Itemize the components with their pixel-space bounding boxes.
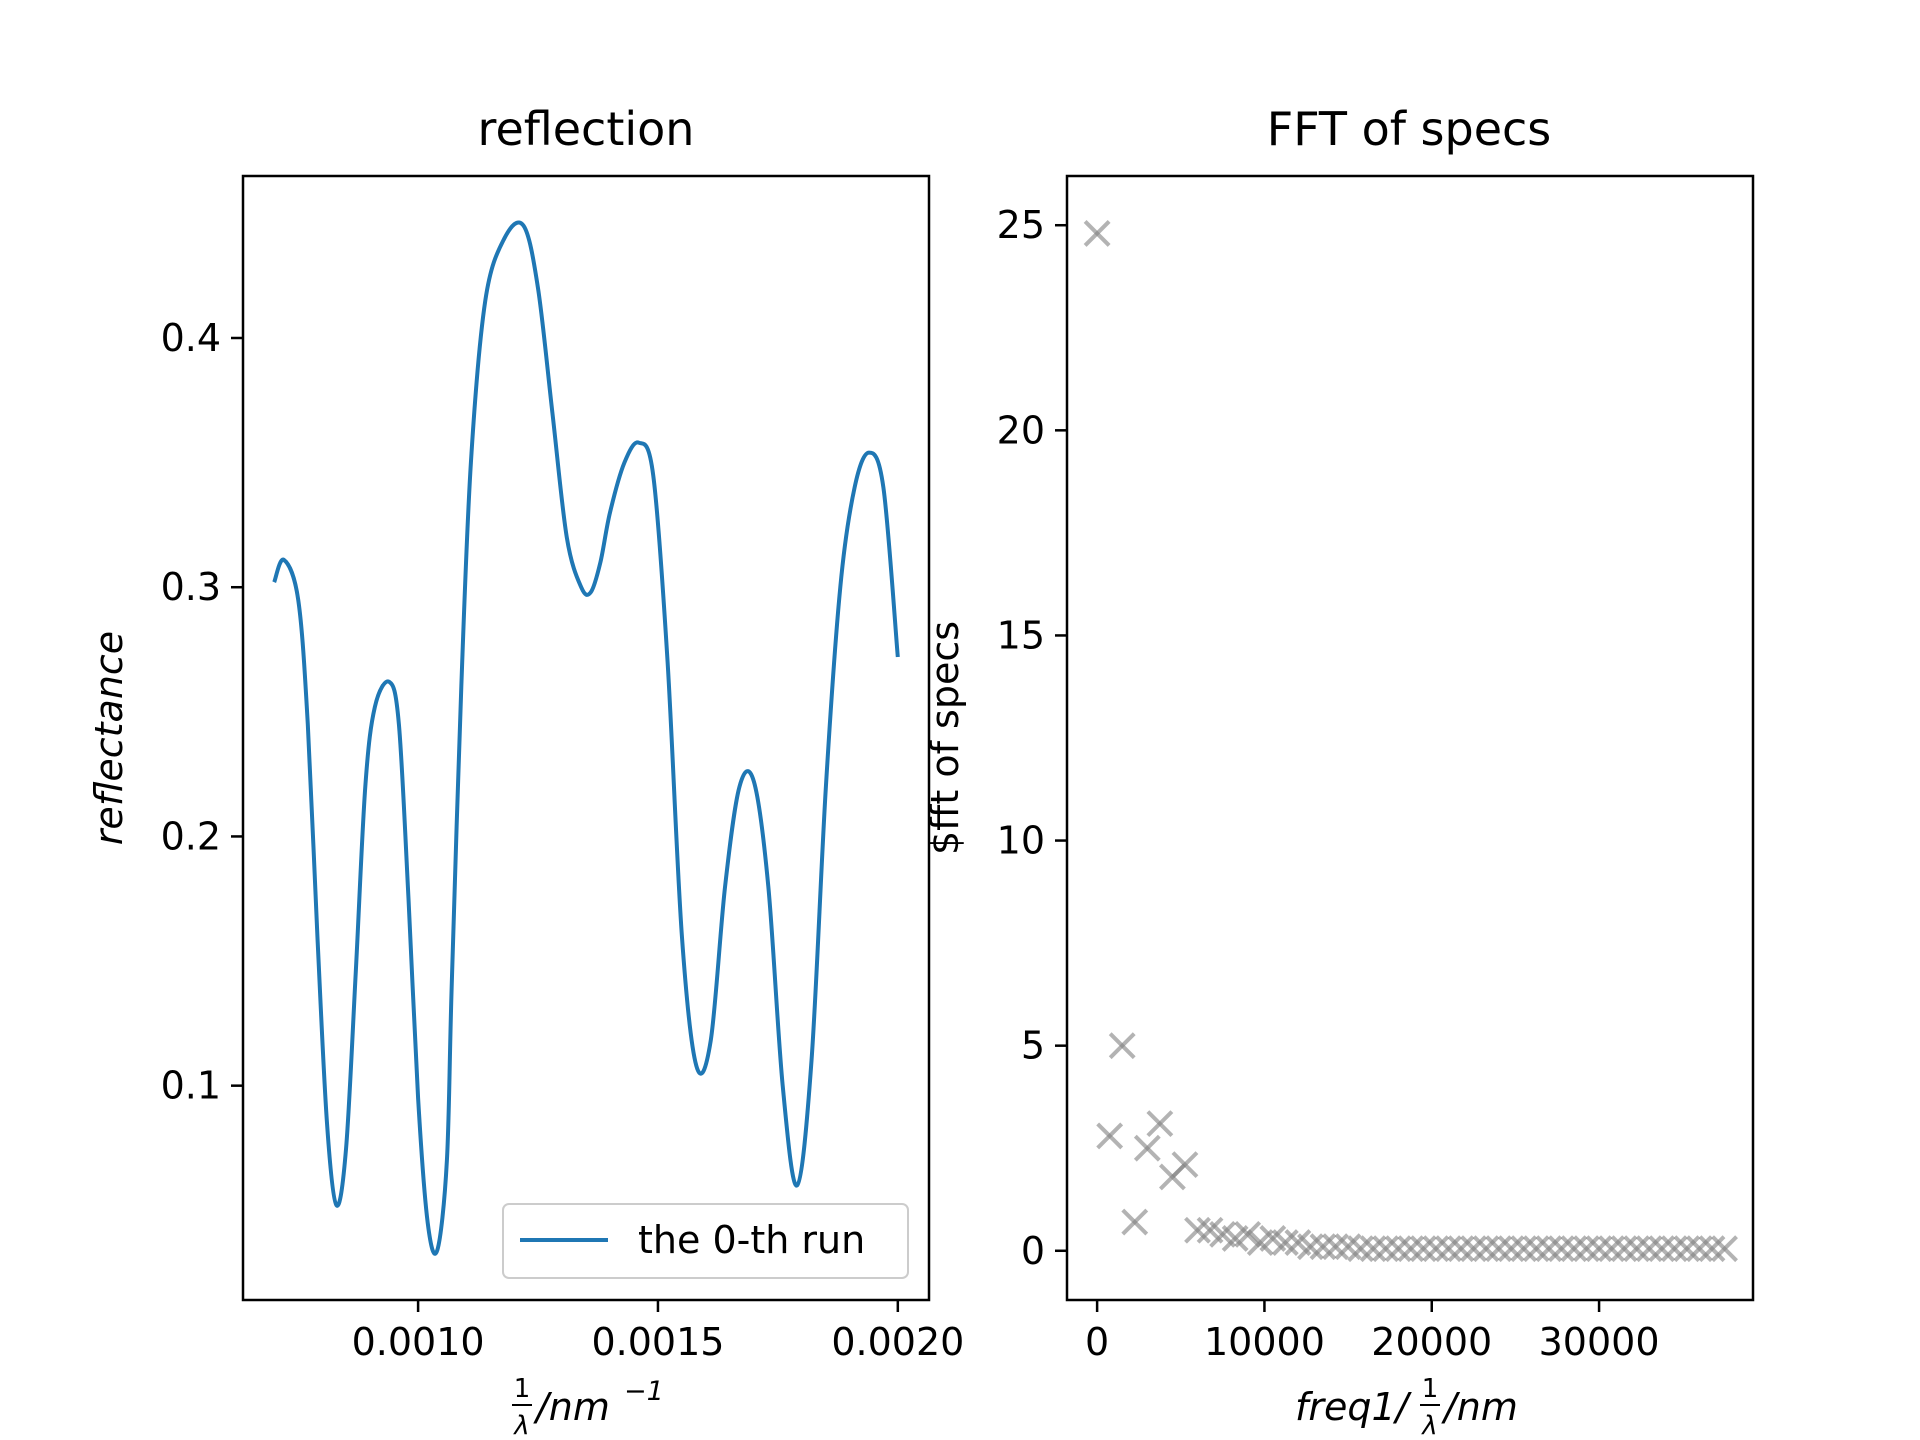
reflection-ytick-label: 0.1 bbox=[161, 1064, 221, 1108]
fft-point bbox=[1472, 1235, 1500, 1263]
fft-point bbox=[1673, 1235, 1701, 1263]
fft-point bbox=[1560, 1235, 1588, 1263]
fft-point bbox=[1522, 1235, 1550, 1263]
reflection-axes-frame bbox=[241, 174, 931, 1302]
fft-xlabel: freq1/ 1 λ /nm bbox=[1295, 1374, 1518, 1440]
reflection-xlabel-sup: −1 bbox=[624, 1376, 664, 1407]
reflection-legend: the 0-th run bbox=[502, 1203, 909, 1279]
fft-point bbox=[1372, 1235, 1400, 1263]
fft-point bbox=[1648, 1235, 1676, 1263]
reflection-subplot: reflection 0.0010 0.0015 0.00200.10.20.30.… bbox=[87, 102, 964, 1440]
fft-ytick-label: 10 bbox=[997, 819, 1045, 863]
fft-xlabel-unit: /nm bbox=[1441, 1385, 1518, 1429]
fft-point bbox=[1271, 1229, 1299, 1256]
fft-point bbox=[1447, 1235, 1475, 1263]
fft-point bbox=[1485, 1235, 1513, 1263]
reflection-title: reflection bbox=[478, 102, 695, 156]
reflection-ylabel: reflectance bbox=[87, 631, 131, 845]
fft-point bbox=[1184, 1216, 1211, 1244]
fft-point bbox=[1598, 1235, 1626, 1263]
legend-frame bbox=[502, 1203, 909, 1279]
reflection-xtick-label: 0.0010 bbox=[352, 1320, 485, 1364]
fft-point bbox=[1435, 1235, 1462, 1263]
fft-plot-area bbox=[1083, 220, 1738, 1263]
fft-point bbox=[1384, 1235, 1412, 1263]
fft-point bbox=[1635, 1235, 1663, 1263]
fft-point bbox=[1422, 1235, 1450, 1263]
fft-point bbox=[1660, 1235, 1688, 1263]
fft-xlabel-den: λ bbox=[1420, 1411, 1437, 1440]
reflection-xlabel-unit: /nm bbox=[533, 1385, 610, 1429]
fft-point bbox=[1409, 1235, 1437, 1263]
reflection-plot-area bbox=[272, 220, 900, 1256]
fft-point bbox=[1535, 1235, 1563, 1263]
reflection-xtick-label: 0.0020 bbox=[831, 1320, 964, 1364]
fft-xtick-label: 20000 bbox=[1371, 1320, 1492, 1364]
fft-ytick-label: 5 bbox=[1021, 1024, 1045, 1068]
fft-point bbox=[1083, 220, 1111, 247]
fft-axes-frame bbox=[1065, 174, 1755, 1302]
fft-point bbox=[1397, 1235, 1425, 1263]
reflection-xlabel-num: 1 bbox=[514, 1374, 531, 1404]
fft-point bbox=[1548, 1235, 1575, 1263]
fft-point bbox=[1146, 1110, 1174, 1138]
fft-ytick-label: 15 bbox=[997, 613, 1045, 657]
fft-ylabel: $fft of specs bbox=[923, 621, 967, 855]
fft-point bbox=[1573, 1235, 1600, 1263]
fft-point bbox=[1359, 1235, 1387, 1263]
fft-xlabel-num: 1 bbox=[1422, 1374, 1439, 1404]
fft-point bbox=[1610, 1235, 1638, 1263]
fft-point bbox=[1497, 1235, 1525, 1263]
fft-title: FFT of specs bbox=[1267, 102, 1552, 156]
fft-point bbox=[1234, 1220, 1262, 1248]
reflection-xlabel: 1 λ /nm −1 bbox=[512, 1374, 664, 1440]
fft-xlabel-pre: freq1/ bbox=[1295, 1385, 1413, 1429]
reflection-ytick-label: 0.4 bbox=[161, 316, 221, 360]
fft-ytick-label: 25 bbox=[997, 203, 1045, 247]
fft-point bbox=[1297, 1233, 1324, 1261]
fft-point bbox=[1347, 1235, 1375, 1263]
fft-point bbox=[1322, 1233, 1349, 1261]
fft-point bbox=[1698, 1235, 1726, 1263]
legend-label: the 0-th run bbox=[638, 1218, 865, 1262]
reflection-xlabel-den: λ bbox=[512, 1411, 529, 1440]
fft-point bbox=[1711, 1235, 1738, 1263]
fft-subplot: FFT of specs 0 10000 20000 300000510152025 … bbox=[923, 102, 1755, 1440]
fft-point bbox=[1686, 1235, 1713, 1263]
fft-point bbox=[1096, 1122, 1124, 1150]
fft-point bbox=[1585, 1235, 1613, 1263]
fft-ytick-label: 20 bbox=[997, 408, 1045, 452]
fft-point bbox=[1460, 1235, 1487, 1263]
reflection-xtick-label: 0.0015 bbox=[591, 1320, 724, 1364]
fft-xtick-label: 0 bbox=[1085, 1320, 1109, 1364]
fft-ticks: 0 10000 20000 30000 0 5 10 15 20 25 bbox=[997, 203, 1660, 1364]
reflection-ytick-label: 0.3 bbox=[161, 565, 221, 609]
reflection-ytick-label: 0.2 bbox=[161, 814, 221, 858]
fft-xtick-label: 30000 bbox=[1539, 1320, 1660, 1364]
fft-point bbox=[1309, 1233, 1337, 1261]
reflection-ticks: 0.0010 0.0015 0.0020 0.1 0.2 0.3 0.4 bbox=[161, 316, 965, 1364]
fft-xtick-label: 10000 bbox=[1204, 1320, 1325, 1364]
fft-point bbox=[1133, 1134, 1161, 1162]
fft-point bbox=[1171, 1151, 1199, 1179]
reflection-series-line bbox=[272, 220, 900, 1256]
fft-point bbox=[1510, 1235, 1538, 1263]
fft-point bbox=[1623, 1235, 1651, 1263]
fft-point bbox=[1108, 1032, 1136, 1060]
fft-ytick-label: 0 bbox=[1021, 1229, 1045, 1273]
fft-point bbox=[1121, 1208, 1149, 1236]
